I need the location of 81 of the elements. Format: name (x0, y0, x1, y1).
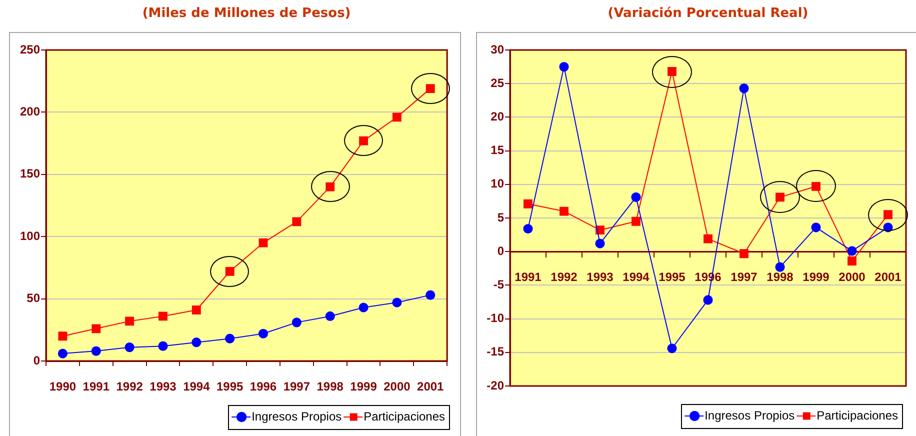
y-tick-label: -5 (493, 278, 504, 292)
y-tick-label: 10 (490, 176, 504, 191)
x-tick-label: 1994 (622, 270, 650, 284)
point (325, 311, 335, 322)
x-tick-label: 1991 (514, 270, 542, 284)
point (158, 312, 168, 321)
point (560, 206, 568, 216)
y-tick-label: -15 (486, 344, 504, 359)
x-tick-label: 1998 (766, 270, 794, 284)
x-tick-label: 1993 (150, 380, 177, 394)
point (192, 306, 201, 314)
x-tick-label: 1993 (586, 270, 614, 284)
y-tick-label: 0 (33, 353, 40, 368)
point (740, 249, 748, 258)
y-tick-label: 200 (20, 104, 40, 119)
point (775, 262, 785, 272)
y-tick-label: 30 (490, 42, 504, 56)
point (632, 216, 640, 226)
point (667, 344, 677, 354)
point (524, 199, 532, 208)
point (392, 298, 402, 308)
point (848, 256, 856, 266)
y-tick-label: 25 (490, 76, 504, 90)
point (125, 316, 134, 326)
x-tick-label: 2001 (417, 380, 444, 394)
y-tick-label: 20 (490, 110, 504, 124)
legend-label: Participaciones (364, 409, 445, 424)
legend-label: Ingresos Propios (704, 408, 795, 422)
y-tick-label: -20 (486, 378, 504, 392)
chart-title: (Miles de Millones de Pesos) (141, 6, 352, 21)
x-tick-label: 1997 (730, 270, 758, 284)
x-tick-label: 1992 (116, 380, 144, 394)
y-tick-label: 50 (26, 291, 40, 306)
x-tick-label: 2000 (838, 270, 866, 284)
point (124, 342, 134, 352)
point (559, 62, 569, 72)
point (358, 302, 368, 312)
chart-title: (Variación Porcentual Real) (606, 6, 810, 21)
point (426, 290, 436, 300)
x-tick-label: 1999 (802, 270, 830, 284)
y-tick-label: 150 (20, 166, 40, 181)
point (92, 324, 101, 334)
y-tick-label: 100 (20, 228, 40, 243)
x-tick-label: 1995 (658, 270, 686, 284)
point (631, 192, 641, 202)
point (225, 334, 235, 344)
y-tick-label: 5 (497, 210, 504, 224)
x-tick-label: 1991 (82, 380, 110, 394)
y-tick-label: 0 (497, 244, 504, 258)
point (192, 338, 202, 348)
x-tick-label: 1998 (316, 380, 344, 394)
x-tick-label: 1999 (350, 380, 378, 394)
point (704, 234, 712, 244)
x-tick-label: 1996 (250, 380, 277, 394)
point (258, 238, 268, 248)
point (158, 341, 168, 351)
point (91, 346, 101, 356)
legend-label: Participaciones (816, 408, 898, 422)
point (258, 328, 268, 338)
point (58, 348, 68, 358)
point (292, 318, 302, 328)
y-tick-label: -10 (486, 311, 504, 326)
point (392, 112, 402, 122)
x-tick-label: 1997 (283, 380, 310, 394)
legend-label: Ingresos Propios (252, 409, 342, 424)
point (847, 246, 857, 256)
point (811, 222, 821, 232)
x-tick-label: 1994 (183, 380, 210, 394)
y-tick-label: 250 (20, 42, 40, 56)
point (523, 224, 533, 234)
y-tick-label: 15 (490, 143, 504, 158)
x-tick-label: 1995 (216, 380, 244, 394)
point (292, 217, 302, 226)
x-tick-label: 1992 (550, 270, 578, 284)
x-tick-label: 2001 (874, 270, 902, 284)
point (739, 84, 749, 94)
point (595, 238, 605, 248)
point (58, 332, 68, 341)
x-tick-label: 2000 (384, 380, 411, 394)
x-tick-label: 1990 (49, 380, 76, 394)
point (703, 295, 713, 305)
